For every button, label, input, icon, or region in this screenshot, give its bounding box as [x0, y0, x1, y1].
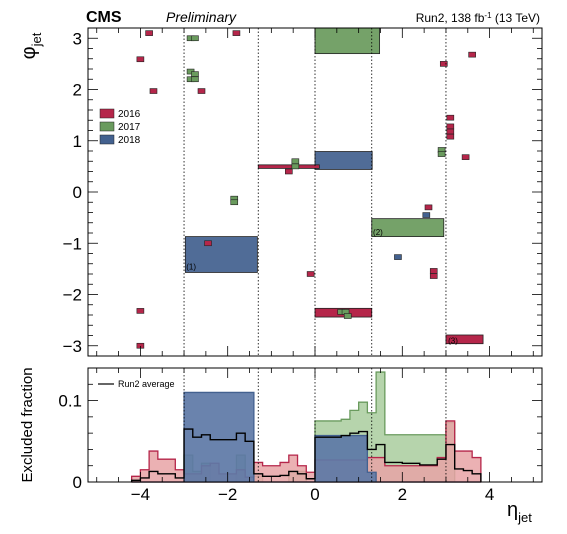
- masked-region-2017-2: [315, 28, 380, 54]
- map-ytick-label-4: −1: [63, 234, 82, 253]
- masked-cell-2016-0: [137, 57, 144, 62]
- legend-label-2016: 2016: [118, 109, 141, 120]
- masked-cell-2017-25: [191, 77, 198, 82]
- fraction-ylabel: Excluded fraction: [19, 367, 36, 482]
- masked-cell-2016-19: [469, 52, 476, 57]
- legend-label-2018: 2018: [118, 135, 141, 146]
- map-ytick-label-5: −2: [63, 286, 82, 305]
- map-annotation-0: (1): [186, 262, 196, 271]
- masked-cell-2016-14: [447, 115, 454, 120]
- masked-cell-2017-32: [344, 314, 351, 319]
- masked-cell-2017-34: [438, 152, 445, 157]
- masked-cell-2016-16: [447, 129, 454, 134]
- masked-cell-2016-5: [205, 241, 212, 246]
- masked-cell-2016-17: [447, 134, 454, 139]
- masked-cell-2016-8: [137, 308, 144, 313]
- masked-cell-2017-21: [191, 36, 198, 41]
- masked-cell-2016-10: [425, 205, 432, 210]
- experiment-label: CMS: [86, 9, 122, 26]
- fraction-xtick-label-2: 0: [310, 485, 319, 504]
- masked-cell-2016-7: [307, 272, 314, 277]
- legend-swatch-2016: [100, 109, 114, 118]
- map-ytick-label-1: 2: [73, 81, 82, 100]
- masked-cell-2016-1: [146, 31, 153, 36]
- masked-cell-2018-35: [394, 255, 401, 260]
- masked-cell-2017-28: [292, 159, 299, 164]
- map-ytick-label-3: 0: [73, 183, 82, 202]
- fraction-legend-label: Run2 average: [118, 379, 175, 389]
- fraction-xtick-label-4: 4: [485, 485, 494, 504]
- masked-cell-2018-36: [423, 213, 430, 218]
- fraction-xtick-label-0: −4: [131, 485, 150, 504]
- masked-cell-2017-27: [231, 200, 238, 205]
- legend-swatch-2018: [100, 135, 114, 144]
- header: CMS Preliminary Run2, 138 fb-1 (13 TeV): [86, 9, 540, 26]
- masked-cell-2016-6: [285, 169, 292, 174]
- fraction-ytick-label-0: 0: [73, 473, 82, 492]
- masked-cell-2017-23: [191, 72, 198, 77]
- legend-label-2017: 2017: [118, 122, 141, 133]
- masked-cell-2017-29: [292, 164, 299, 169]
- masked-region-2018-0: [185, 237, 257, 273]
- map-ytick-label-0: 3: [73, 29, 82, 48]
- masked-region-2016-6: [258, 165, 319, 169]
- masked-cell-2016-2: [150, 89, 157, 94]
- masked-cell-2016-12: [430, 274, 437, 279]
- masked-cell-2016-3: [233, 31, 240, 36]
- masked-cell-2016-15: [447, 124, 454, 129]
- lumi-label: Run2, 138 fb-1 (13 TeV): [416, 11, 540, 26]
- masked-cell-2016-18: [462, 155, 469, 160]
- masked-region-2018-1: [315, 152, 372, 170]
- fraction-ytick-label-1: 0.1: [58, 392, 82, 411]
- fraction-xtick-label-3: 2: [398, 485, 407, 504]
- fraction-xtick-label-1: −2: [218, 485, 237, 504]
- map-ytick-label-2: 1: [73, 132, 82, 151]
- legend-swatch-2017: [100, 122, 114, 131]
- fraction-xlabel: ηjet: [507, 499, 532, 525]
- masked-cell-2016-4: [198, 89, 205, 94]
- map-ylabel: φjet: [18, 32, 44, 59]
- map-annotation-1: (2): [373, 228, 383, 237]
- status-label: Preliminary: [166, 9, 237, 25]
- map-ytick-label-6: −3: [63, 337, 82, 356]
- occupancy-map-panel: (1) (2) (3) 2016 2017 2018 3 2 1 0 −1 −2 −3 φjet: [18, 28, 542, 356]
- map-annotation-2: (3): [448, 337, 458, 346]
- masked-cell-2016-11: [430, 268, 437, 273]
- excluded-fraction-panel: Run2 average 0 0.1 −4 −2 0 2 4 Excluded fraction…: [19, 367, 542, 525]
